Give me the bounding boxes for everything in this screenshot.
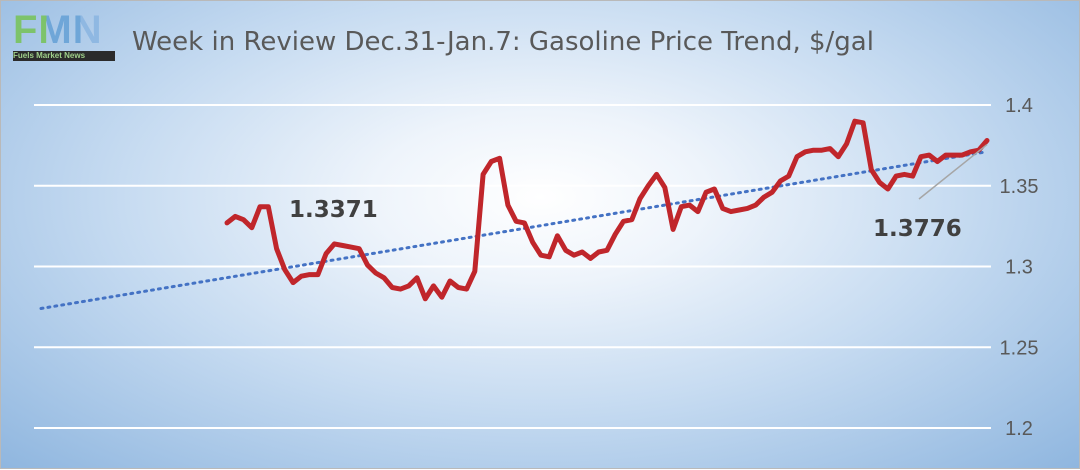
y-tick-label: 1.4 (1005, 95, 1033, 117)
data-label-leader (918, 143, 988, 200)
price-series-line (224, 118, 990, 302)
y-tick-label: 1.35 (1000, 176, 1039, 198)
y-tick-label: 1.3 (1005, 257, 1033, 279)
y-tick-label: 1.25 (1000, 337, 1039, 359)
data-label-start: 1.3371 (289, 197, 378, 223)
fmn-logo: FMN Fuels Market News (13, 10, 115, 61)
logo-tagline: Fuels Market News (13, 51, 115, 61)
data-label-end: 1.3776 (873, 216, 962, 242)
chart-title: Week in Review Dec.31-Jan.7: Gasoline Pr… (132, 27, 874, 57)
logo-letters: FMN (13, 10, 115, 50)
trendline (39, 150, 988, 310)
y-tick-label: 1.2 (1005, 418, 1033, 440)
